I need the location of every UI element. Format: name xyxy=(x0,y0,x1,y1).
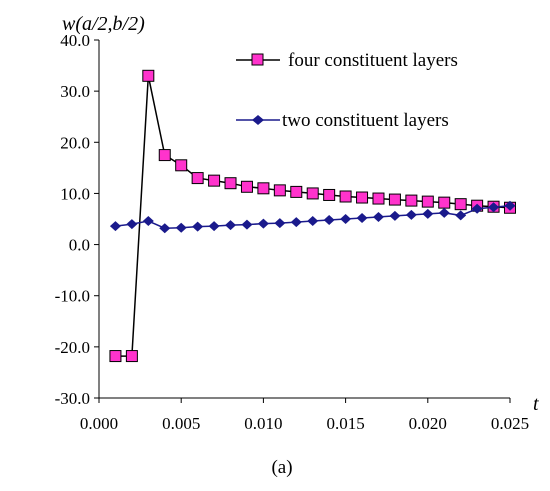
data-point-two-layers xyxy=(159,223,171,234)
data-point-two-layers xyxy=(438,207,450,218)
legend: four constituent layers two constituent … xyxy=(236,50,458,131)
data-point-two-layers xyxy=(274,218,286,229)
y-tick-label: 30.0 xyxy=(60,82,90,101)
legend-item-four-layers: four constituent layers xyxy=(236,50,458,71)
data-point-two-layers xyxy=(192,221,204,232)
y-axis-label: w(a/2,b/2) xyxy=(62,13,145,35)
y-tick-label: 10.0 xyxy=(60,184,90,203)
data-point-two-layers xyxy=(422,208,434,219)
legend-label-four-layers: four constituent layers xyxy=(288,50,458,71)
data-point-two-layers xyxy=(290,217,302,228)
data-point-four-layers xyxy=(273,184,286,197)
data-point-two-layers xyxy=(257,218,269,229)
x-tick-label: 0.000 xyxy=(80,414,118,433)
data-point-two-layers xyxy=(241,219,253,230)
legend-label-two-layers: two constituent layers xyxy=(282,110,449,131)
data-point-four-layers xyxy=(158,149,171,162)
x-tick-label: 0.015 xyxy=(326,414,364,433)
data-point-four-layers xyxy=(175,159,188,172)
data-point-two-layers xyxy=(142,216,154,227)
x-tick-label: 0.010 xyxy=(244,414,282,433)
data-point-four-layers xyxy=(208,174,221,187)
y-tick-group: 40.0 30.0 20.0 10.0 0.0 -10.0 -20.0 -30.0 xyxy=(55,31,99,408)
y-tick-label: 0.0 xyxy=(69,236,90,255)
data-point-four-layers xyxy=(405,194,418,207)
data-point-two-layers xyxy=(126,219,138,230)
data-point-two-layers xyxy=(225,220,237,231)
data-point-four-layers xyxy=(240,180,253,193)
y-tick-label: -20.0 xyxy=(55,338,90,357)
data-point-two-layers xyxy=(307,216,319,227)
data-point-four-layers xyxy=(323,188,336,201)
x-axis-label: t xyxy=(533,393,539,415)
data-point-two-layers xyxy=(175,222,187,233)
series-layer xyxy=(109,69,516,363)
y-tick-label: -30.0 xyxy=(55,389,90,408)
data-point-two-layers xyxy=(504,200,516,211)
y-tick-label: 20.0 xyxy=(60,133,90,152)
legend-marker-two-layers xyxy=(252,115,264,125)
x-tick-label: 0.025 xyxy=(491,414,529,433)
legend-marker-four-layers xyxy=(251,53,264,66)
data-point-two-layers xyxy=(389,210,401,221)
data-point-two-layers xyxy=(109,221,121,232)
data-point-four-layers xyxy=(388,193,401,206)
data-point-four-layers xyxy=(438,196,451,209)
data-point-four-layers xyxy=(421,195,434,208)
data-point-four-layers xyxy=(356,191,369,204)
data-point-two-layers xyxy=(488,202,500,213)
data-point-two-layers xyxy=(356,212,368,223)
data-point-four-layers xyxy=(191,172,204,185)
data-point-four-layers xyxy=(142,69,155,82)
x-tick-group: 0.000 0.005 0.010 0.015 0.020 0.025 xyxy=(80,398,529,433)
y-tick-label: 40.0 xyxy=(60,31,90,50)
x-tick-label: 0.005 xyxy=(162,414,200,433)
data-point-two-layers xyxy=(372,211,384,222)
data-point-two-layers xyxy=(405,209,417,220)
figure-caption: (a) xyxy=(271,457,292,478)
data-point-four-layers xyxy=(372,192,385,205)
data-point-four-layers xyxy=(224,177,237,190)
y-tick-label: -10.0 xyxy=(55,287,90,306)
data-point-two-layers xyxy=(471,203,483,214)
data-point-four-layers xyxy=(339,190,352,203)
data-point-four-layers xyxy=(257,182,270,195)
data-point-two-layers xyxy=(323,215,335,226)
data-point-four-layers xyxy=(125,350,138,363)
data-point-four-layers xyxy=(306,187,319,200)
legend-item-two-layers: two constituent layers xyxy=(236,110,449,131)
data-point-two-layers xyxy=(208,221,220,232)
data-point-two-layers xyxy=(455,210,467,221)
data-point-four-layers xyxy=(290,185,303,198)
data-point-two-layers xyxy=(340,214,352,224)
data-point-four-layers xyxy=(109,350,122,363)
x-tick-label: 0.020 xyxy=(409,414,447,433)
data-point-four-layers xyxy=(454,198,467,211)
